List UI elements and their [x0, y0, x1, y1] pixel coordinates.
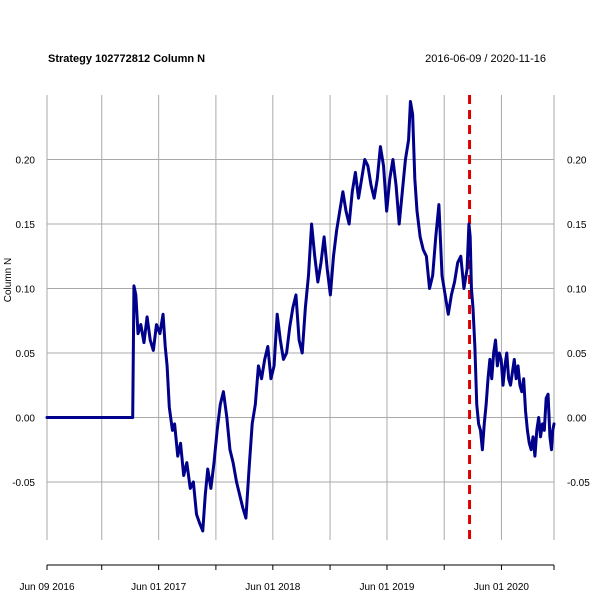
- y-tick-label-left: -0.05: [12, 478, 35, 489]
- y-tick-label-right: 0.20: [567, 155, 587, 166]
- y-tick-label-left: 0.10: [16, 284, 36, 295]
- x-tick-label: Jun 09 2016: [19, 582, 74, 593]
- y-tick-label-left: 0.00: [16, 413, 36, 424]
- x-tick-label: Jun 01 2018: [245, 582, 300, 593]
- gridlines: [46, 95, 555, 540]
- y-tick-label-left: 0.05: [16, 349, 36, 360]
- y-axis-right: -0.05 0.00 0.05 0.10 0.15 0.20: [567, 155, 590, 488]
- y-tick-label-left: 0.15: [16, 220, 36, 231]
- y-axis-left: -0.05 0.00 0.05 0.10 0.15 0.20: [12, 155, 35, 488]
- chart-date-range: 2016-06-09 / 2020-11-16: [425, 53, 546, 65]
- y-tick-label-right: -0.05: [567, 478, 590, 489]
- y-tick-label-right: 0.05: [567, 349, 587, 360]
- chart-title: Strategy 102772812 Column N: [48, 53, 205, 65]
- series-line: [45, 99, 556, 533]
- x-tick-label: Jun 01 2019: [359, 582, 414, 593]
- y-tick-label-left: 0.20: [16, 155, 36, 166]
- series-layer: [45, 99, 556, 533]
- x-axis: Jun 09 2016 Jun 01 2017 Jun 01 2018 Jun 01 …: [19, 564, 555, 593]
- y-tick-label-right: 0.15: [567, 220, 587, 231]
- x-tick-label: Jun 01 2017: [131, 582, 186, 593]
- x-tick-label: Jun 01 2020: [474, 582, 529, 593]
- y-tick-label-right: 0.00: [567, 413, 587, 424]
- y-tick-label-right: 0.10: [567, 284, 587, 295]
- y-axis-label: Column N: [3, 258, 14, 302]
